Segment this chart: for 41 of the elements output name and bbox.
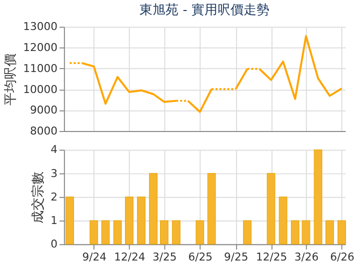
bar bbox=[266, 173, 276, 244]
bar bbox=[125, 196, 134, 244]
x-tick-label: 12/24 bbox=[114, 250, 146, 264]
x-tick-label: 3/26 bbox=[294, 250, 319, 264]
y-tick-label: 11000 bbox=[23, 62, 58, 75]
bar bbox=[243, 220, 252, 244]
bar bbox=[207, 173, 216, 244]
y-tick-label: 13000 bbox=[23, 20, 58, 34]
x-tick-label: 3/25 bbox=[152, 250, 177, 264]
x-tick-label: 6/25 bbox=[188, 250, 213, 264]
bar bbox=[196, 220, 204, 244]
y-tick-label: 12000 bbox=[23, 41, 58, 54]
bar bbox=[160, 220, 168, 244]
y-tick-label: 10000 bbox=[23, 82, 58, 96]
bar bbox=[302, 220, 310, 244]
chart-title: 東旭苑 - 實用呎價走勢 bbox=[140, 2, 270, 18]
bar bbox=[326, 220, 334, 244]
bar bbox=[113, 220, 122, 244]
y-tick-label: 4 bbox=[50, 143, 58, 156]
bar bbox=[338, 220, 346, 244]
x-tick-label: 12/25 bbox=[256, 250, 288, 264]
x-tick-label: 9/24 bbox=[82, 250, 107, 264]
y-tick-label: 0 bbox=[50, 238, 58, 251]
y-axis-title: 成交宗數 bbox=[30, 171, 46, 224]
y-tick-label: 3 bbox=[50, 166, 58, 180]
y-axis-title: 平均呎價 bbox=[3, 53, 18, 106]
bar bbox=[278, 196, 288, 244]
bar bbox=[101, 220, 110, 244]
y-tick-label: 9000 bbox=[30, 104, 58, 117]
bar bbox=[137, 196, 146, 244]
x-tick-label: 9/25 bbox=[224, 250, 248, 264]
bar bbox=[290, 220, 300, 244]
bar bbox=[172, 220, 180, 244]
bar bbox=[66, 196, 74, 244]
bar bbox=[149, 173, 158, 244]
y-tick-label: 8000 bbox=[30, 124, 58, 138]
bar bbox=[90, 220, 98, 244]
y-tick-label: 2 bbox=[50, 190, 58, 204]
y-tick-label: 1 bbox=[50, 214, 58, 227]
bar bbox=[314, 149, 322, 244]
x-tick-label: 6/26 bbox=[330, 250, 354, 264]
